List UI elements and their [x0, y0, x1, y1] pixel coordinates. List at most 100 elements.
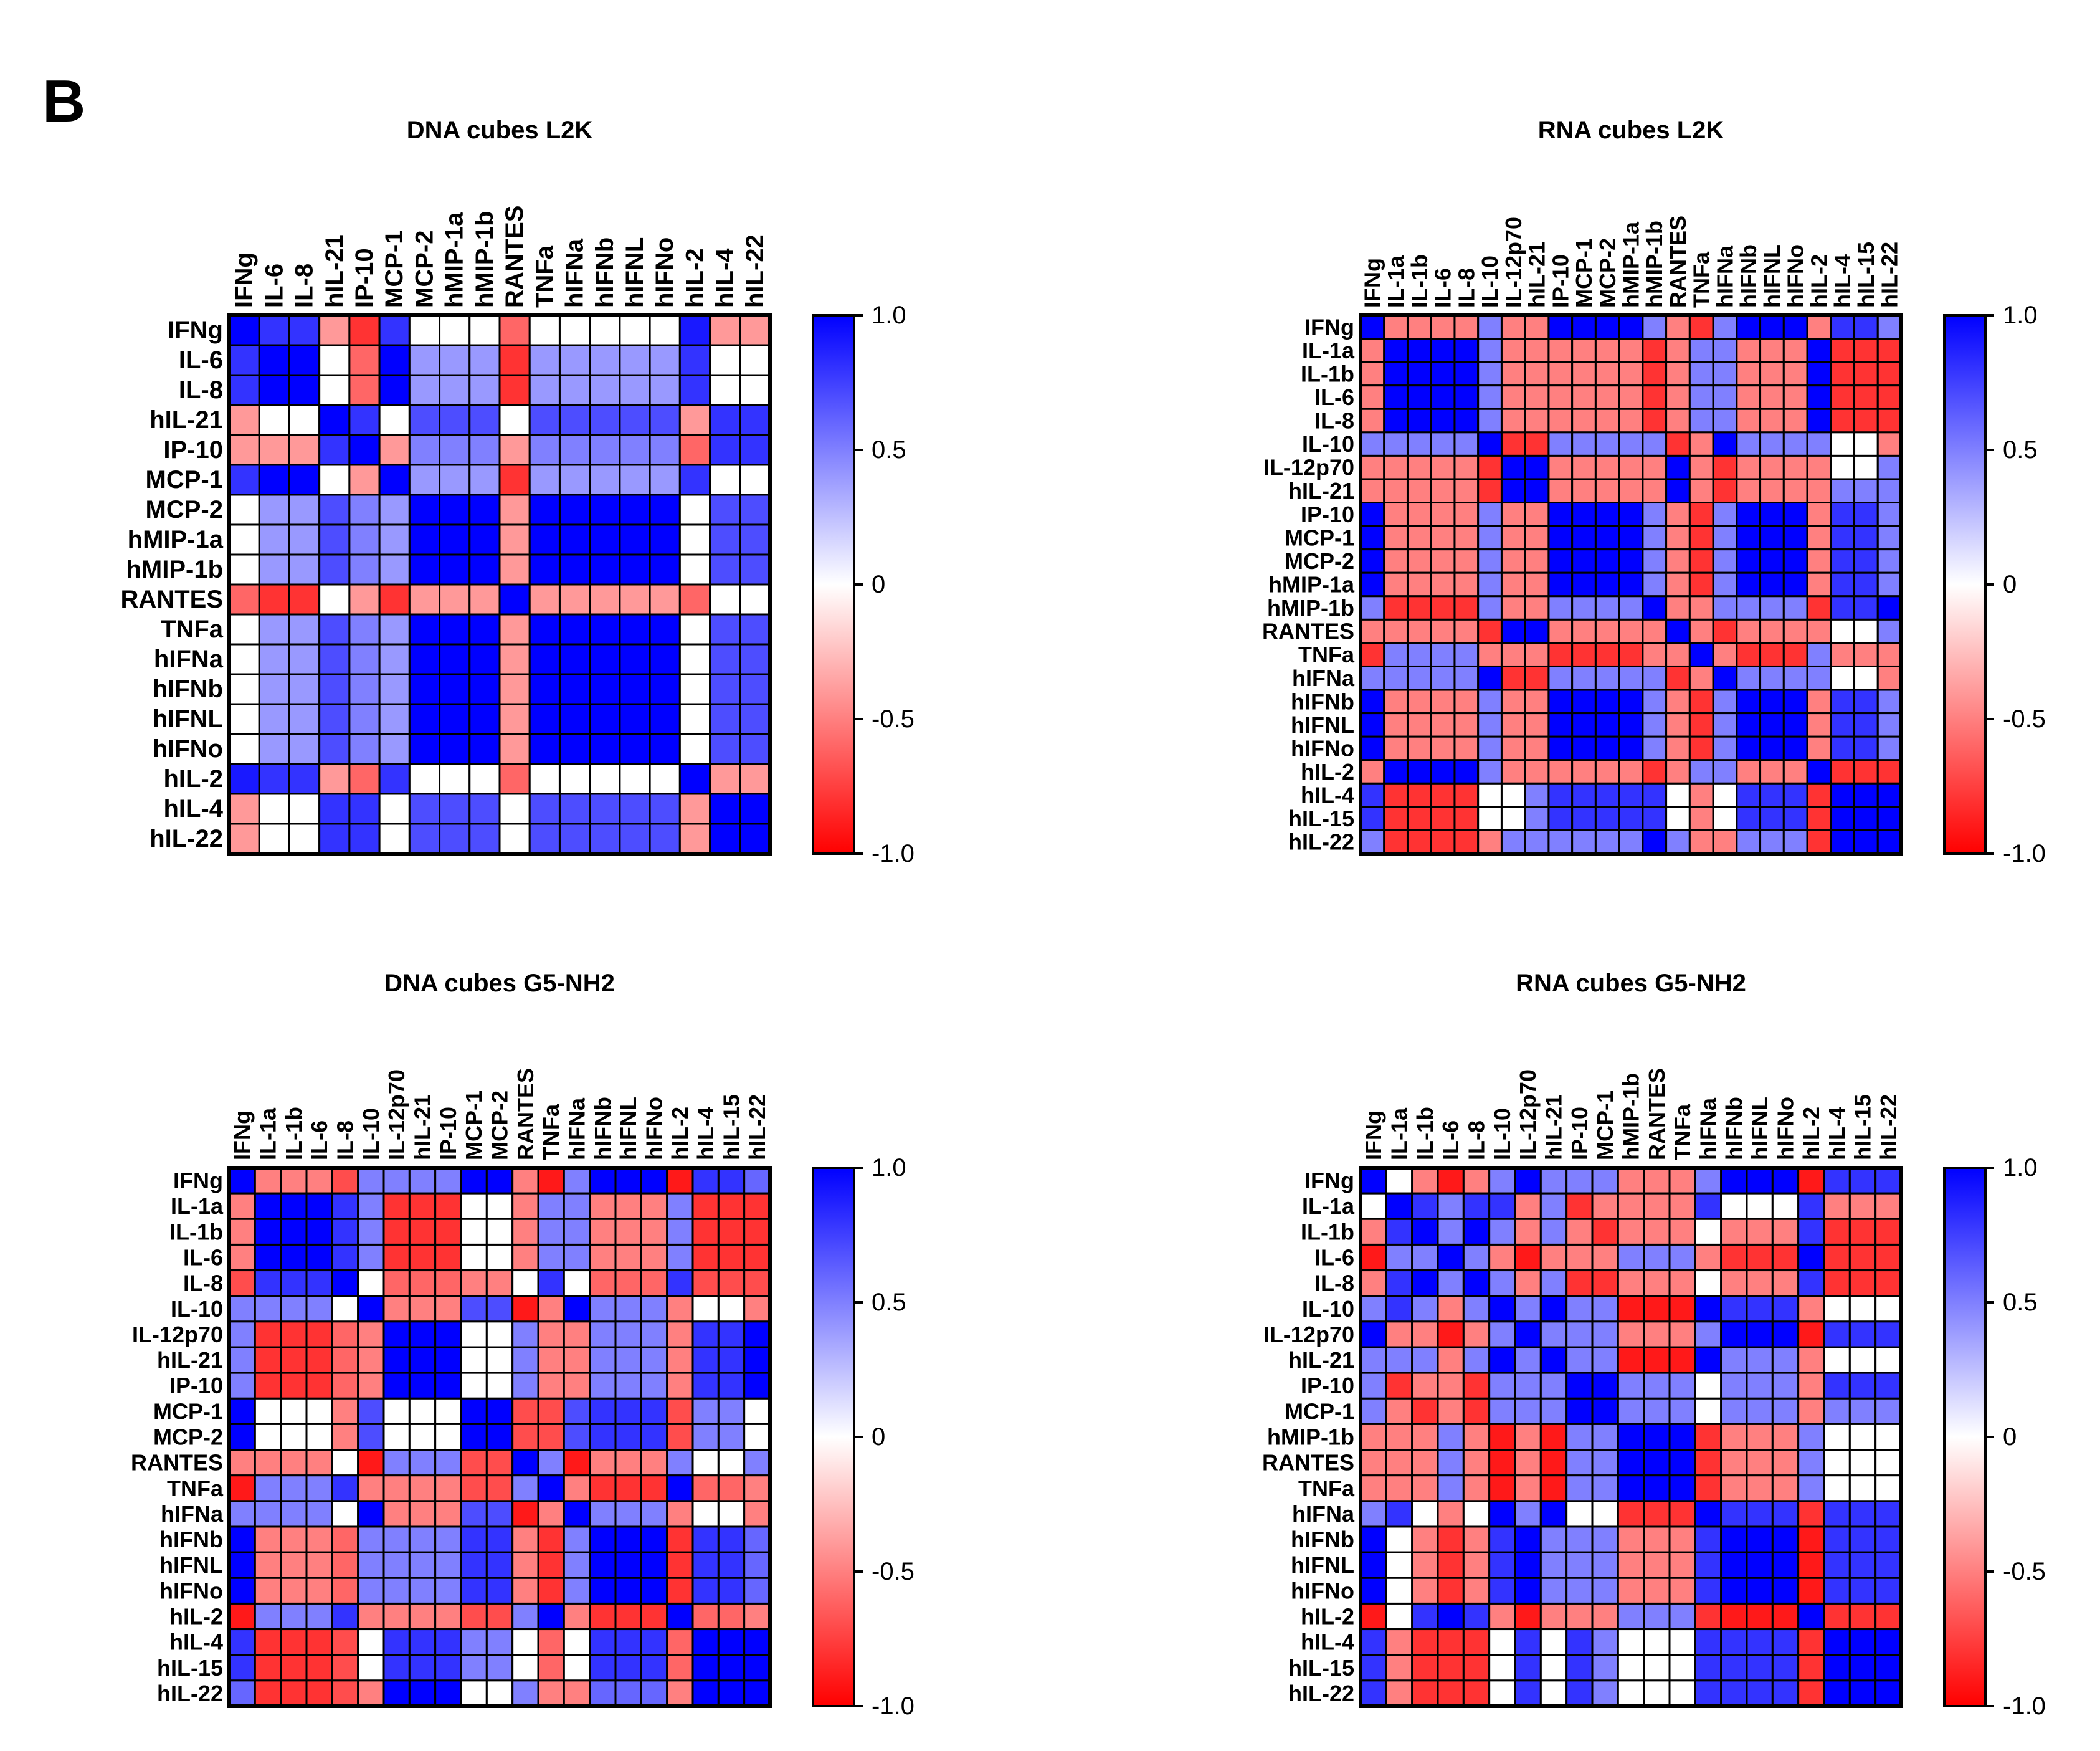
heatmap-cell-hmip-1b-hmip-1a — [1618, 595, 1644, 621]
heatmap-cell-il-12p70-ifng — [228, 1320, 256, 1348]
heatmap-cell-il-10-il-8 — [1453, 431, 1480, 457]
heatmap-cell-hifnb-il-8 — [288, 673, 321, 705]
heatmap-cell-il-1a-il-8 — [331, 1192, 359, 1220]
heatmap-cell-tnfa-hifno — [640, 1474, 668, 1502]
heatmap-cell-il-1b-il-10 — [1477, 361, 1503, 387]
heatmap-cell-il-6-ip-10 — [1547, 384, 1574, 410]
heatmap-cell-ip-10-il-8 — [1462, 1372, 1491, 1400]
row-label-tnfa: TNFa — [161, 616, 224, 643]
colorbar-tick-label: 0 — [872, 1423, 885, 1451]
heatmap-cell-il-12p70-mcp-2 — [1594, 454, 1620, 480]
col-label-il-6: IL-6 — [306, 1120, 332, 1160]
heatmap-cell-tnfa-hifnb — [589, 1474, 617, 1502]
heatmap-cell-mcp-1-hil-15 — [717, 1397, 746, 1425]
heatmap-cell-hil-4-mcp-2 — [485, 1628, 514, 1656]
heatmap-cell-il-1a-hifno — [640, 1192, 668, 1220]
heatmap-cell-il-12p70-il-1a — [1385, 1320, 1413, 1348]
row-label-hifnb: hIFNb — [1291, 689, 1354, 714]
col-label-hil-22: hIL-22 — [1877, 242, 1903, 308]
heatmap-cell-il-1a-hil-21 — [1524, 338, 1550, 363]
heatmap-cell-hil-21-hifno — [1771, 1346, 1800, 1374]
heatmap-cell-hmip-1a-hifna — [558, 523, 591, 556]
heatmap-cell-il-12p70-mcp-1 — [460, 1320, 488, 1348]
heatmap-cell-il-6-hifnl — [614, 1243, 642, 1272]
heatmap-cell-hil-22-hil-15 — [1848, 1679, 1877, 1707]
row-label-il-1a: IL-1a — [1302, 338, 1355, 363]
heatmap-cell-hifno-il-12p70 — [382, 1577, 411, 1605]
heatmap-cell-il-12p70-il-1b — [280, 1320, 308, 1348]
heatmap-cell-hifnl-mcp-2 — [408, 703, 441, 735]
heatmap-cell-hil-15-il-8 — [1453, 806, 1480, 831]
row-label-hifnb: hIFNb — [1291, 1527, 1354, 1552]
heatmap-cell-hifnb-il-1b — [1406, 689, 1432, 715]
heatmap-cell-hifnl-il-1a — [1385, 1551, 1413, 1579]
col-label-il-12p70: IL-12p70 — [1515, 1069, 1541, 1160]
heatmap-cell-il-1b-il-12p70 — [382, 1218, 411, 1246]
heatmap-cell-ifng-hifna — [1712, 314, 1738, 340]
heatmap-cell-hil-22-hil-2 — [666, 1679, 694, 1707]
heatmap-cell-rantes-il-10 — [357, 1449, 385, 1477]
heatmap-cell-hil-15-hil-2 — [1806, 806, 1832, 831]
heatmap-cell-ifng-hil-4 — [1823, 1167, 1851, 1195]
heatmap-cell-hmip-1b-il-10 — [1477, 595, 1503, 621]
heatmap-cell-hifnl-hil-15 — [717, 1551, 746, 1579]
heatmap-cell-hifna-ip-10 — [1565, 1500, 1594, 1528]
heatmap-cell-il-1b-mcp-2 — [1594, 361, 1620, 387]
heatmap-cell-rantes-ip-10 — [434, 1449, 462, 1477]
heatmap-cell-il-1a-il-10 — [1488, 1192, 1516, 1220]
heatmap-cell-mcp-1-il-1a — [1385, 1397, 1413, 1425]
row-label-il-1b: IL-1b — [1301, 1219, 1354, 1244]
heatmap-cell-hil-15-ifng — [1359, 1654, 1387, 1682]
heatmap-cell-hil-15-il-6 — [305, 1654, 333, 1682]
heatmap-cell-il-6-hil-4 — [1823, 1243, 1851, 1272]
heatmap-cell-tnfa-mcp-1 — [1591, 1474, 1619, 1502]
heatmap-cell-hil-15-hil-15 — [717, 1654, 746, 1682]
heatmap-cell-hifno-hil-15 — [1848, 1577, 1877, 1605]
colorbar-tick-label: -0.5 — [872, 705, 915, 733]
heatmap-cell-il-1a-tnfa — [1668, 1192, 1696, 1220]
heatmap-cell-il-8-ip-10 — [348, 374, 381, 406]
heatmap-cell-hil-2-hil-4 — [691, 1602, 720, 1631]
col-label-hil-2: hIL-2 — [1798, 1107, 1824, 1160]
heatmap-cell-hifno-il-10 — [357, 1577, 385, 1605]
heatmap-cell-hifna-hifno — [649, 643, 681, 675]
heatmap-cell-il-8-il-8 — [288, 374, 321, 406]
col-label-il-1a: IL-1a — [1387, 1107, 1412, 1160]
heatmap-cell-hifnb-mcp-1 — [378, 673, 411, 705]
heatmap-cell-hifna-hifnb — [589, 643, 621, 675]
heatmap-cell-hifnb-ifng — [228, 673, 260, 705]
heatmap-cell-ip-10-il-6 — [1430, 502, 1456, 527]
heatmap-cell-mcp-2-hil-4 — [709, 494, 741, 526]
heatmap-cell-il-12p70-hifno — [640, 1320, 668, 1348]
heatmap-cell-il-1a-hil-21 — [1539, 1192, 1568, 1220]
heatmap-cell-hifnl-hil-2 — [1797, 1551, 1825, 1579]
heatmap-cell-hmip-1b-hifna — [558, 553, 591, 586]
heatmap-cell-hifnl-il-1b — [280, 1551, 308, 1579]
heatmap-cell-hifna-hil-4 — [709, 643, 741, 675]
heatmap-cell-il-8-hil-4 — [691, 1269, 720, 1297]
heatmap-cell-hifno-il-6 — [1437, 1577, 1465, 1605]
heatmap-cell-hifnb-il-6 — [1437, 1525, 1465, 1553]
heatmap-cell-il-1a-il-1b — [1411, 1192, 1439, 1220]
heatmap-cell-hil-21-mcp-1 — [1571, 478, 1597, 504]
heatmap-cell-tnfa-hifnl — [619, 613, 651, 646]
heatmap-cell-hil-2-rantes — [1643, 1602, 1671, 1631]
heatmap-cell-hil-21-hil-4 — [1830, 478, 1856, 504]
heatmap-cell-ifng-hil-15 — [717, 1167, 746, 1195]
heatmap-cell-hil-21-il-1b — [280, 1346, 308, 1374]
heatmap-cell-hifnb-il-12p70 — [1514, 1525, 1542, 1553]
heatmap-cell-hil-2-hil-4 — [1823, 1602, 1851, 1631]
heatmap-cell-tnfa-rantes — [511, 1474, 539, 1502]
heatmap-cell-hifno-il-12p70 — [1514, 1577, 1542, 1605]
heatmap-cell-hmip-1a-hil-2 — [1806, 571, 1832, 598]
heatmap-cell-mcp-1-hifno — [649, 464, 681, 496]
heatmap-cell-hifna-il-1b — [1411, 1500, 1439, 1528]
heatmap-cell-rantes-rantes — [511, 1449, 539, 1477]
heatmap-cell-hifnb-hifno — [1782, 689, 1808, 715]
heatmap-cell-rantes-mcp-2 — [485, 1449, 514, 1477]
heatmap-cell-il-1b-il-10 — [1488, 1218, 1516, 1246]
heatmap-cell-mcp-1-hifna — [1712, 525, 1738, 551]
heatmap-cell-il-1b-ip-10 — [434, 1218, 462, 1246]
row-label-il-6: IL-6 — [1314, 384, 1354, 410]
heatmap-cell-rantes-il-8 — [331, 1449, 359, 1477]
